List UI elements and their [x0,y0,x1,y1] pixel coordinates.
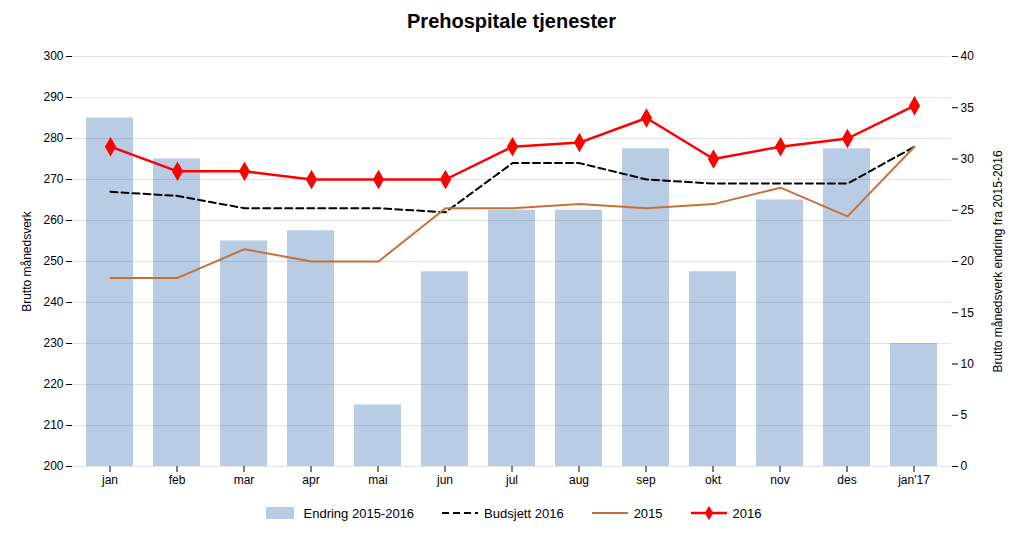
svg-text:jan'17: jan'17 [897,473,930,487]
svg-text:des: des [837,473,856,487]
svg-text:280: 280 [43,131,63,145]
html-text:Budsjett 2016: Budsjett 2016 [484,505,564,521]
svg-text:jun: jun [436,473,453,487]
svg-text:30: 30 [961,152,975,166]
svg-text:apr: apr [302,473,319,487]
html-text:2015: 2015 [633,505,663,521]
svg-text:40: 40 [961,49,975,63]
svg-text:10: 10 [961,357,975,371]
svg-text:sep: sep [636,473,656,487]
svg-text:230: 230 [43,336,63,350]
svg-text:0: 0 [961,459,968,473]
svg-text:300: 300 [43,49,63,63]
svg-text:25: 25 [961,203,975,217]
svg-text:jan: jan [101,473,118,487]
svg-text:mar: mar [234,473,255,487]
svg-text:jul: jul [505,473,518,487]
svg-text:210: 210 [43,418,63,432]
svg-text:35: 35 [961,101,975,115]
svg-text:aug: aug [569,473,589,487]
svg-text:5: 5 [961,408,968,422]
svg-text:240: 240 [43,295,63,309]
svg-text:Brutto månedsverk endring fra: Brutto månedsverk endring fra 2015-2016 [991,150,1005,372]
svg-text:15: 15 [961,306,975,320]
svg-text:Brutto månedsverk: Brutto månedsverk [20,210,34,312]
svg-text:20: 20 [961,254,975,268]
svg-text:nov: nov [770,473,789,487]
svg-text:220: 220 [43,377,63,391]
svg-text:mai: mai [368,473,387,487]
svg-text:feb: feb [169,473,186,487]
svg-text:290: 290 [43,90,63,104]
svg-text:okt: okt [705,473,722,487]
svg-text:250: 250 [43,254,63,268]
html-text:Endring 2015-2016: Endring 2015-2016 [303,505,415,521]
html-text:2016: 2016 [732,505,762,521]
html-text:Prehospitale tjenester: Prehospitale tjenester [407,10,616,32]
svg-text:200: 200 [43,459,63,473]
svg-text:260: 260 [43,213,63,227]
svg-text:270: 270 [43,172,63,186]
